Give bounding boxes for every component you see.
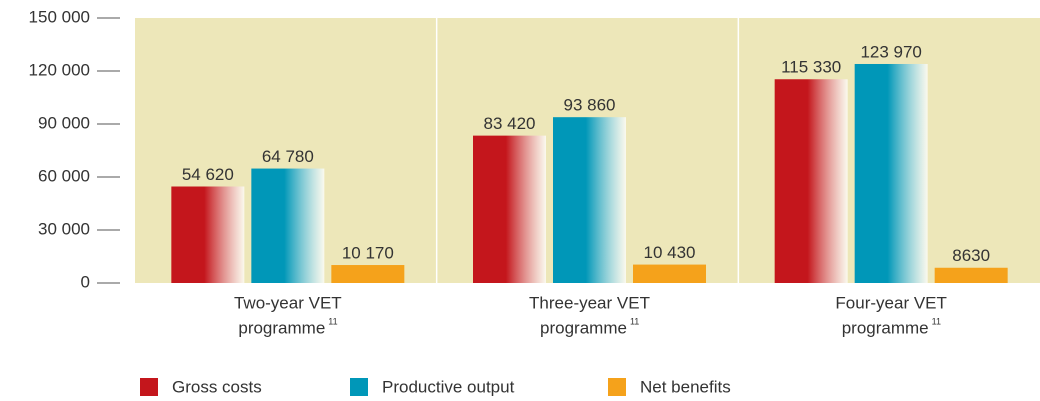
- bar: [331, 265, 405, 283]
- footnote-marker: 11: [630, 316, 639, 326]
- value-label: 8630: [952, 246, 990, 265]
- footnote-marker: 11: [932, 316, 941, 326]
- value-label: 64 780: [262, 147, 314, 166]
- value-label: 83 420: [484, 114, 536, 133]
- y-tick-label: 90 000: [38, 113, 90, 132]
- legend-swatch: [350, 378, 368, 396]
- legend-label: Gross costs: [172, 377, 262, 396]
- x-tick-label: programme: [842, 318, 929, 337]
- legend-swatch: [140, 378, 158, 396]
- bar: [633, 264, 706, 283]
- footnote-marker: 11: [328, 316, 337, 326]
- y-tick-label: 150 000: [29, 7, 90, 26]
- legend-label: Net benefits: [640, 377, 731, 396]
- x-tick-label: programme: [238, 318, 325, 337]
- value-label: 93 860: [564, 96, 616, 115]
- x-tick-label: Three-year VET: [529, 293, 650, 312]
- bar: [934, 267, 1008, 283]
- bar: [854, 63, 928, 284]
- bar: [251, 168, 325, 283]
- value-label: 10 430: [644, 243, 696, 262]
- value-label: 54 620: [182, 165, 234, 184]
- y-tick-label: 60 000: [38, 166, 90, 185]
- x-tick-label: Four-year VET: [835, 293, 946, 312]
- value-label: 115 330: [781, 58, 841, 77]
- legend-swatch: [608, 378, 626, 396]
- x-tick-label: Two-year VET: [234, 293, 342, 312]
- y-tick-label: 0: [81, 272, 90, 291]
- bar: [473, 135, 546, 283]
- x-tick-label: programme: [540, 318, 627, 337]
- bar: [553, 117, 626, 283]
- value-label: 123 970: [860, 42, 921, 61]
- bar: [774, 79, 848, 283]
- value-label: 10 170: [342, 244, 394, 263]
- y-tick-label: 120 000: [29, 60, 90, 79]
- bar: [171, 186, 245, 283]
- legend-label: Productive output: [382, 377, 515, 396]
- y-tick-label: 30 000: [38, 219, 90, 238]
